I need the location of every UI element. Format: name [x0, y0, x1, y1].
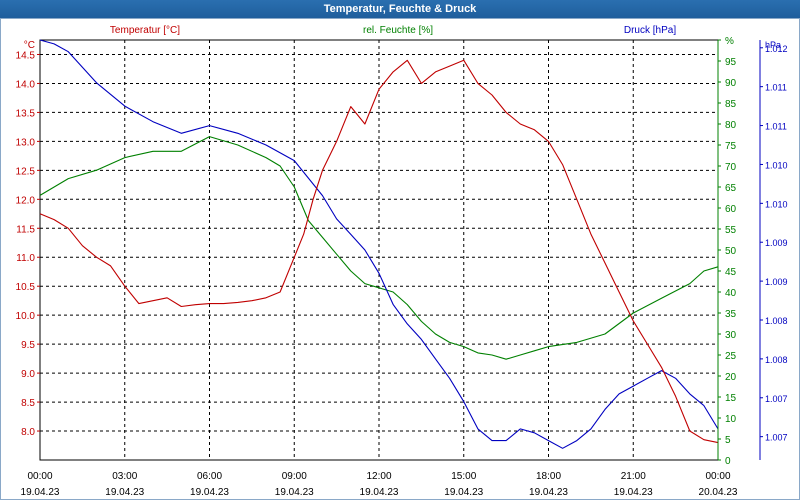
x-tick-time: 09:00: [282, 471, 307, 482]
humidity-tick-label: 15: [725, 393, 737, 404]
humidity-tick-label: 25: [725, 351, 737, 362]
humidity-tick-label: 90: [725, 78, 737, 89]
pressure-tick-label: 1.011: [765, 122, 787, 132]
chart-title-bar: Temperatur, Feuchte & Druck: [0, 0, 800, 18]
temp-tick-label: 14.5: [16, 50, 36, 61]
x-tick-time: 18:00: [536, 471, 561, 482]
temp-tick-label: 11.0: [16, 253, 35, 264]
x-tick-date: 19.04.23: [21, 487, 60, 498]
x-tick-time: 06:00: [197, 471, 222, 482]
humidity-tick-label: 30: [725, 330, 737, 341]
humidity-tick-label: 55: [725, 225, 737, 236]
x-tick-time: 00:00: [27, 471, 52, 482]
humidity-tick-label: 10: [725, 414, 737, 425]
humidity-tick-label: 80: [725, 120, 737, 131]
chart-lines: [39, 39, 719, 449]
chart-axes: [37, 39, 763, 461]
humidity-tick-label: 60: [725, 204, 737, 215]
humidity-series-label: rel. Feuchte [%]: [363, 25, 433, 36]
pressure-series-label: Druck [hPa]: [624, 25, 676, 36]
humidity-tick-label: 95: [725, 57, 737, 68]
temp-tick-label: 10.0: [16, 311, 36, 322]
humidity-tick-label: 85: [725, 99, 737, 110]
humidity-line: [39, 136, 719, 360]
temp-tick-label: 9.5: [21, 340, 35, 351]
chart-canvas: 00:00 19.04.23 03:00 19.04.23 06:00 19.04.23 0…: [16, 25, 788, 498]
x-tick-date: 19.04.23: [614, 487, 653, 498]
humidity-tick-label: %: [725, 36, 734, 47]
chart-labels: 00:00 19.04.23 03:00 19.04.23 06:00 19.04.23 0…: [16, 25, 788, 498]
x-tick-time: 00:00: [705, 471, 730, 482]
temperature-series-label: Temperatur [°C]: [110, 25, 180, 36]
temp-tick-label: 10.5: [16, 282, 36, 293]
temp-axis-unit: °C: [24, 40, 35, 51]
x-tick-time: 15:00: [451, 471, 476, 482]
x-tick-time: 12:00: [366, 471, 391, 482]
x-tick-date: 19.04.23: [190, 487, 229, 498]
humidity-tick-label: 45: [725, 267, 737, 278]
pressure-tick-label: 1.007: [765, 394, 788, 404]
humidity-tick-label: 65: [725, 183, 737, 194]
humidity-tick-label: 20: [725, 372, 737, 383]
pressure-tick-label: hPa: [765, 40, 781, 50]
x-tick-date: 20.04.23: [699, 487, 738, 498]
x-tick-date: 19.04.23: [105, 487, 144, 498]
pressure-tick-label: 1.012: [765, 44, 788, 54]
pressure-tick-label: 1.009: [765, 238, 788, 248]
temp-tick-label: 13.5: [16, 108, 36, 119]
x-tick-time: 21:00: [621, 471, 646, 482]
chart-grid: [39, 39, 719, 461]
pressure-tick-label: 1.009: [765, 277, 788, 287]
temperature-line: [39, 59, 719, 444]
pressure-tick-label: 1.008: [765, 355, 788, 365]
x-tick-date: 19.04.23: [275, 487, 314, 498]
x-tick-time: 03:00: [112, 471, 137, 482]
temp-tick-label: 11.5: [16, 224, 35, 235]
x-tick-date: 19.04.23: [360, 487, 399, 498]
pressure-line: [39, 39, 719, 449]
temp-tick-label: 8.0: [21, 427, 35, 438]
x-tick-date: 19.04.23: [444, 487, 483, 498]
temp-tick-label: 9.0: [21, 369, 35, 380]
temp-tick-label: 13.0: [16, 137, 36, 148]
pressure-tick-label: 1.011: [765, 83, 787, 93]
temp-tick-label: 8.5: [21, 398, 35, 409]
humidity-tick-label: 5: [725, 435, 731, 446]
humidity-tick-label: 70: [725, 162, 737, 173]
pressure-tick-label: 1.007: [765, 433, 788, 443]
chart-title: Temperatur, Feuchte & Druck: [323, 3, 477, 15]
humidity-tick-label: 75: [725, 141, 737, 152]
humidity-tick-label: 50: [725, 246, 737, 257]
humidity-tick-label: 35: [725, 309, 737, 320]
pressure-tick-label: 1.010: [765, 199, 788, 209]
pressure-tick-label: 1.008: [765, 316, 788, 326]
temp-tick-label: 14.0: [16, 79, 36, 90]
pressure-tick-label: 1.010: [765, 160, 788, 170]
temp-tick-label: 12.0: [16, 195, 36, 206]
x-tick-date: 19.04.23: [529, 487, 568, 498]
temp-tick-label: 12.5: [16, 166, 36, 177]
humidity-tick-label: 40: [725, 288, 737, 299]
humidity-tick-label: 0: [725, 456, 731, 467]
